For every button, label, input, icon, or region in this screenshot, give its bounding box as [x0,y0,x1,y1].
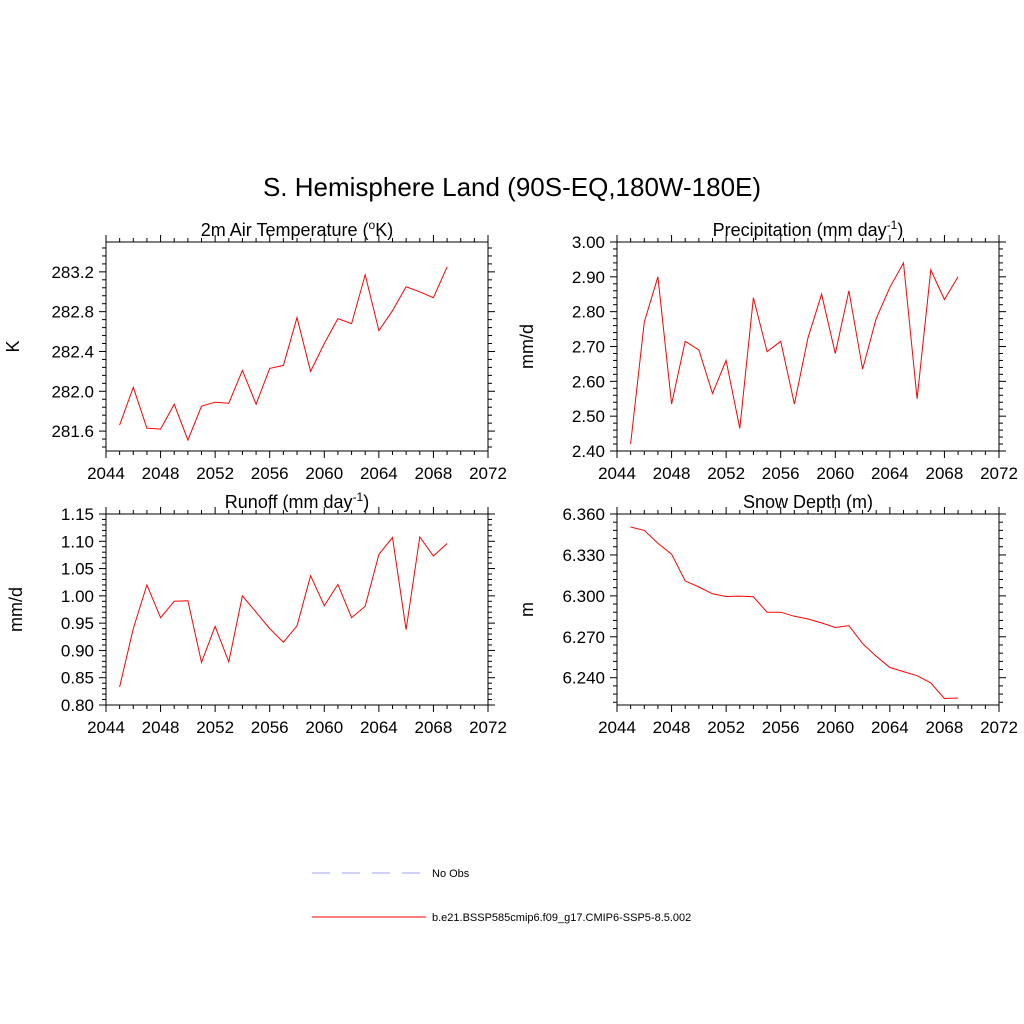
series-line [630,261,959,445]
y-tick-label: 2.50 [572,407,605,426]
x-tick-label: 2044 [87,464,125,483]
y-tick-label: 2.40 [572,442,605,461]
panel-title: 2m Air Temperature (oK) [201,218,393,240]
x-tick-label: 2048 [142,464,180,483]
y-tick-label: 6.330 [562,546,605,565]
x-tick-label: 2052 [707,718,745,737]
x-tick-label: 2056 [762,718,800,737]
y-tick-label: 282.4 [51,342,94,361]
series-line [630,526,959,700]
y-tick-label: 1.10 [61,532,94,551]
x-tick-label: 2048 [653,718,691,737]
legend-label: No Obs [432,868,470,880]
x-tick-label: 2064 [360,718,398,737]
panel-title-superscript: -1 [887,218,898,232]
y-tick-label: 2.60 [572,372,605,391]
x-tick-label: 2064 [871,464,909,483]
y-tick-label: 0.80 [61,696,94,715]
chart-panel-1: 2m Air Temperature (oK) 2044 2048 2052 2056 2… [3,218,507,483]
x-tick-label: 2060 [816,464,854,483]
x-tick-label: 2060 [305,718,343,737]
panel-title-text: Runoff (mm day [225,492,353,512]
panel-title: Snow Depth (m) [743,492,873,512]
y-tick-label: 0.90 [61,641,94,660]
panel-title-superscript: -1 [353,490,364,504]
y-tick-label: 6.300 [562,587,605,606]
y-tick-label: 6.360 [562,505,605,524]
figure-title: S. Hemisphere Land (90S-EQ,180W-180E) [263,172,761,202]
x-tick-label: 2072 [980,464,1018,483]
x-tick-label: 2064 [871,718,909,737]
y-tick-label: 281.6 [51,422,94,441]
series-line [119,266,448,442]
y-tick-label: 283.2 [51,263,94,282]
x-tick-label: 2052 [196,718,234,737]
legend-entry: No Obs [312,868,470,880]
x-tick-label: 2056 [251,464,289,483]
plot-frame [616,241,1000,452]
y-tick-label: 0.95 [61,614,94,633]
x-tick-label: 2072 [469,718,507,737]
panel-title-suffix: ) [363,492,369,512]
y-tick-label: 1.15 [61,505,94,524]
y-tick-label: 0.85 [61,669,94,688]
x-tick-label: 2048 [653,464,691,483]
plot-frame [105,241,489,452]
x-tick-label: 2048 [142,718,180,737]
panel-title-text: 2m Air Temperature ( [201,220,369,240]
y-tick-label: 1.00 [61,587,94,606]
x-tick-label: 2064 [360,464,398,483]
chart-panel-2: Precipitation (mm day-1) 2044 2048 2052 2056… [517,218,1018,483]
y-tick-label: 282.8 [51,303,94,322]
panel-title-suffix: K) [375,220,393,240]
panels: 2m Air Temperature (oK)2044 2048 2052 2056 2… [3,218,1018,737]
y-tick-label: 3.00 [572,233,605,252]
panel-title-text: Snow Depth (m) [743,492,873,512]
x-tick-label: 2072 [469,464,507,483]
x-tick-label: 2056 [762,464,800,483]
x-tick-label: 2068 [415,718,453,737]
x-tick-label: 2060 [305,464,343,483]
y-tick-label: 1.05 [61,560,94,579]
legend-label: b.e21.BSSP585cmip6.f09_g17.CMIP6-SSP5-8.… [432,912,691,924]
chart-panel-4: Snow Depth (m) 2044 2048 2052 2056 2060 2064 20… [517,492,1018,737]
y-tick-label: 2.70 [572,338,605,357]
y-tick-label: 2.90 [572,268,605,287]
y-tick-label: 2.80 [572,303,605,322]
y-axis-label: mm/d [6,587,26,632]
x-tick-label: 2056 [251,718,289,737]
panel-title: Runoff (mm day-1) [225,490,369,512]
x-tick-label: 2068 [415,464,453,483]
x-tick-label: 2068 [926,464,964,483]
plot-frame [616,513,1000,706]
x-tick-label: 2052 [707,464,745,483]
x-tick-label: 2060 [816,718,854,737]
x-tick-label: 2044 [598,718,636,737]
y-tick-label: 6.240 [562,669,605,688]
panel-title-suffix: ) [897,220,903,240]
panel-title-superscript: o [369,218,376,232]
x-tick-label: 2044 [87,718,125,737]
panel-title-text: Precipitation (mm day [713,220,887,240]
chart-panel-3: Runoff (mm day-1) 2044 2048 2052 2056 2060 206… [6,490,507,737]
x-tick-label: 2044 [598,464,636,483]
legend-entry: b.e21.BSSP585cmip6.f09_g17.CMIP6-SSP5-8.… [312,912,691,924]
y-axis-label: K [3,340,23,352]
x-tick-label: 2068 [926,718,964,737]
y-axis-label: m [517,602,537,617]
legend: No Obs b.e21.BSSP585cmip6.f09_g17.CMIP6-S… [312,868,691,924]
plot-frame [105,513,489,706]
x-tick-label: 2072 [980,718,1018,737]
y-tick-label: 282.0 [51,382,94,401]
series-line [119,535,448,688]
x-tick-label: 2052 [196,464,234,483]
y-axis-label: mm/d [517,324,537,369]
panel-title: Precipitation (mm day-1) [713,218,904,240]
y-tick-label: 6.270 [562,628,605,647]
